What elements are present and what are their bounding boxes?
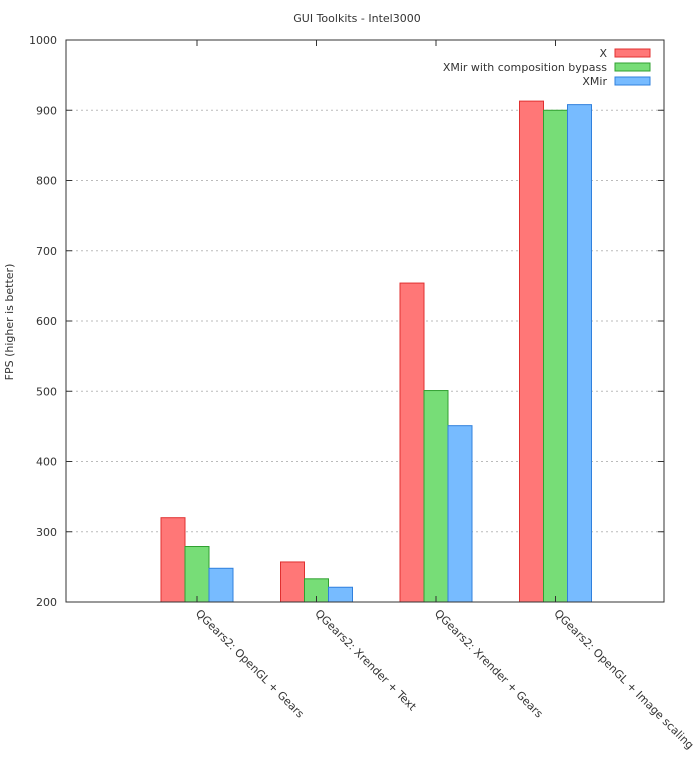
x-tick-label: QGears2: Xrender + Text	[312, 607, 419, 714]
legend-swatch	[614, 62, 651, 72]
legend-swatch	[614, 48, 651, 58]
bars	[160, 100, 592, 603]
x-tick-label: QGears2: OpenGL + Gears	[193, 607, 307, 721]
y-tick-label: 600	[36, 315, 57, 328]
y-tick-label: 200	[36, 596, 57, 609]
chart-title: GUI Toolkits - Intel3000	[293, 12, 420, 25]
legend-label: XMir	[582, 75, 607, 88]
bar	[280, 561, 305, 603]
bar	[184, 546, 210, 603]
bar	[567, 104, 592, 603]
y-tick-label: 500	[36, 385, 57, 398]
bar	[543, 109, 568, 603]
y-tick-label: 800	[36, 175, 57, 188]
y-tick-label: 700	[36, 245, 57, 258]
legend-label: X	[599, 47, 607, 60]
y-tick-label: 900	[36, 104, 57, 117]
axes: 200 300 400 500 600 700 800 900 1000 QGears2: Ope…	[29, 34, 696, 752]
x-tick-label: QGears2: Xrender + Gears	[432, 607, 546, 721]
y-tick-label: 400	[36, 456, 57, 469]
y-tick-label: 300	[36, 526, 57, 539]
bar	[208, 567, 234, 603]
bar	[519, 100, 544, 603]
y-axis-label: FPS (higher is better)	[3, 264, 16, 381]
bar	[160, 517, 186, 603]
bar	[399, 282, 425, 603]
legend-label: XMir with composition bypass	[443, 61, 607, 74]
x-tick-label: QGears2: OpenGL + Image scaling	[551, 607, 696, 752]
plot-frame	[65, 39, 665, 603]
y-tick-label: 1000	[29, 34, 57, 47]
bar	[328, 586, 353, 603]
legend-swatch	[614, 76, 651, 86]
bar	[447, 425, 473, 603]
bar	[423, 390, 449, 603]
